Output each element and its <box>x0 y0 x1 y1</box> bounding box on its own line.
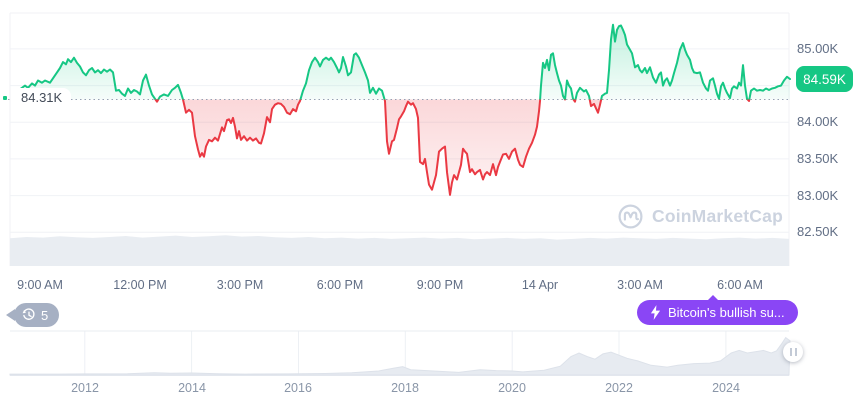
x-axis-label: 6:00 AM <box>717 278 763 292</box>
y-axis-label: 84.00K <box>797 114 839 129</box>
baseline-price-label: 84.31K <box>12 88 72 107</box>
navigator-year-label: 2020 <box>498 381 526 395</box>
navigator-area[interactable] <box>9 336 791 376</box>
navigator-year-label: 2024 <box>712 381 740 395</box>
volume-bars <box>10 235 789 266</box>
live-price-label: 84.59K <box>803 71 846 87</box>
x-axis-label: 9:00 PM <box>416 278 464 292</box>
live-price-badge: 84.59K <box>796 66 853 92</box>
x-axis-label: 3:00 PM <box>216 278 264 292</box>
navigator-year-label: 2014 <box>178 381 206 395</box>
price-line-down <box>154 99 751 196</box>
grip-icon <box>789 348 792 356</box>
price-line-up <box>14 23 791 100</box>
y-axis-label: 83.50K <box>797 151 839 166</box>
annotation-label: Bitcoin's bullish su... <box>668 305 785 320</box>
baseline-dot-icon <box>3 96 7 100</box>
x-axis-label: 12:00 PM <box>113 278 167 292</box>
y-axis-label: 83.00K <box>797 188 839 203</box>
navigator-year-label: 2022 <box>605 381 633 395</box>
history-badge[interactable]: 5 <box>14 303 60 327</box>
price-area-down <box>155 99 750 195</box>
watermark-label: CoinMarketCap <box>652 206 783 226</box>
x-axis-label: 6:00 PM <box>316 278 364 292</box>
lightning-bolt-icon <box>650 305 661 320</box>
history-count-label: 5 <box>41 307 49 323</box>
x-axis-label: 14 Apr <box>521 278 559 292</box>
price-area-up <box>15 24 790 100</box>
navigator-year-label: 2016 <box>284 381 312 395</box>
navigator-year-label: 2012 <box>71 381 99 395</box>
history-clock-icon <box>22 308 36 322</box>
y-axis-label: 82.50K <box>797 224 839 239</box>
y-axis-label: 85.00K <box>797 41 839 56</box>
navigator-year-label: 2018 <box>391 381 419 395</box>
x-axis-label: 3:00 AM <box>617 278 663 292</box>
news-annotation-badge[interactable]: Bitcoin's bullish su... <box>637 295 798 325</box>
grip-icon <box>794 348 797 356</box>
watermark: CoinMarketCap <box>617 203 783 230</box>
navigator-handle[interactable] <box>783 342 803 362</box>
x-axis-label: 9:00 AM <box>17 278 63 292</box>
coinmarketcap-logo-icon <box>617 203 644 230</box>
